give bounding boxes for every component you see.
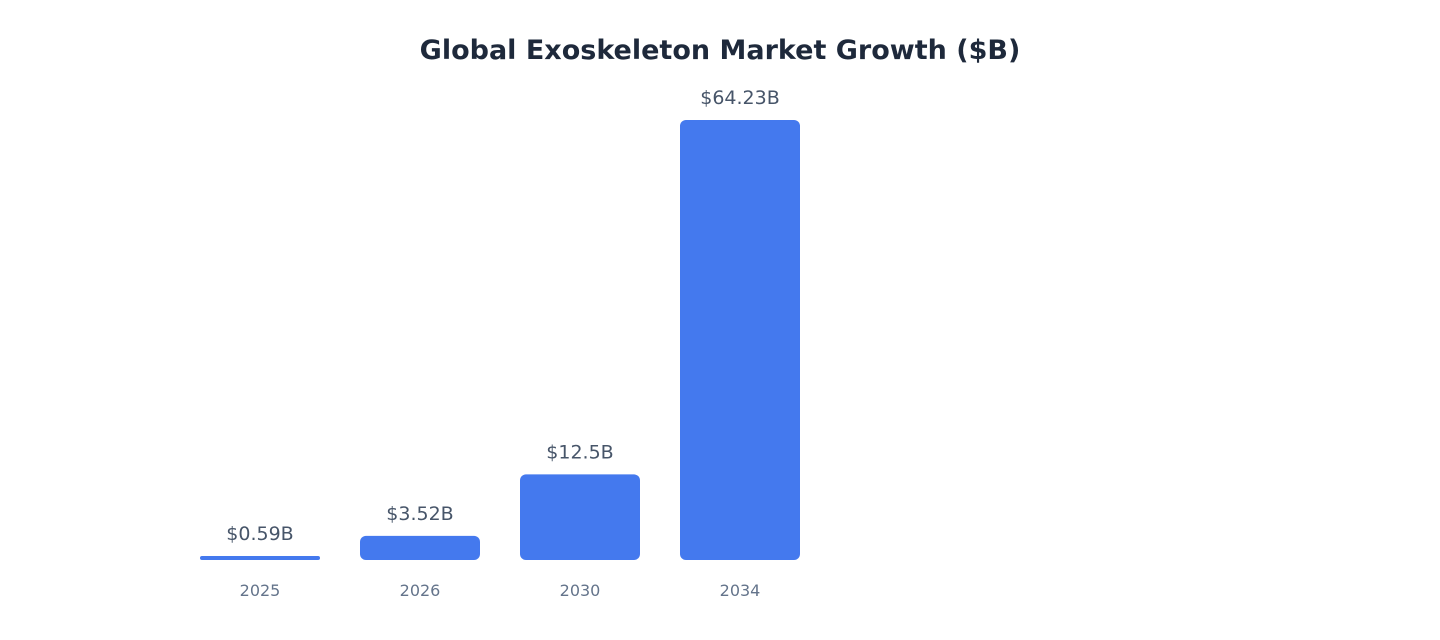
value-labels-layer: $0.59B $3.52B $12.5B $64.23B (226, 87, 779, 545)
value-label-2026: $3.52B (386, 503, 453, 525)
chart-title: Global Exoskeleton Market Growth ($B) (419, 35, 1021, 66)
bar-2026 (360, 535, 480, 560)
bar-2025 (200, 555, 320, 560)
value-label-2025: $0.59B (226, 523, 293, 545)
bar-2034 (680, 120, 800, 560)
x-axis-tick-labels: 2025 2026 2030 2034 (240, 581, 761, 600)
bars-layer (200, 120, 800, 560)
x-tick-label-2034: 2034 (720, 581, 761, 600)
x-tick-label-2025: 2025 (240, 581, 281, 600)
value-label-2030: $12.5B (546, 441, 613, 463)
value-label-2034: $64.23B (700, 87, 780, 109)
bar-2030 (520, 474, 640, 560)
x-tick-label-2030: 2030 (560, 581, 601, 600)
x-tick-label-2026: 2026 (400, 581, 441, 600)
